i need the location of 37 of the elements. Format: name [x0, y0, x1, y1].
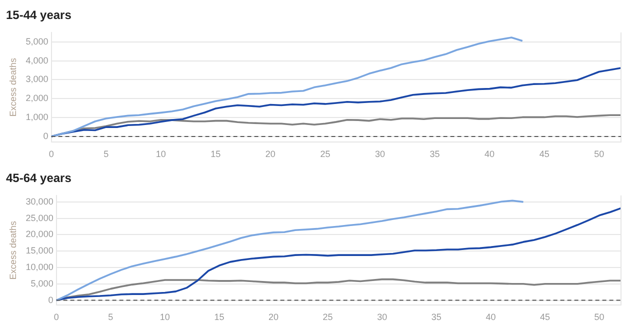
- y-tick-label: 20,000: [26, 229, 54, 240]
- y-tick-label: 15,000: [26, 246, 54, 256]
- y-tick-label: 25,000: [26, 212, 54, 223]
- x-tick-label: 50: [594, 312, 604, 322]
- y-tick-label: 5,000: [30, 278, 54, 288]
- x-tick-label: 45: [539, 149, 550, 160]
- x-tick-label: 35: [430, 149, 440, 160]
- y-axis-title: Excess deaths: [8, 220, 18, 280]
- chart-title: 45-64 years: [5, 170, 72, 187]
- x-tick-label: 30: [377, 312, 388, 322]
- y-tick-label: 1,000: [26, 112, 48, 122]
- x-tick-label: 20: [268, 312, 279, 322]
- chart-title: 15-44 years: [5, 7, 72, 24]
- x-tick-label: 5: [104, 149, 109, 160]
- y-axis-title: Excess deaths: [8, 58, 18, 117]
- x-tick-label: 40: [486, 312, 496, 322]
- x-tick-label: 50: [594, 149, 604, 160]
- y-tick-label: 5,000: [26, 36, 48, 46]
- x-tick-label: 45: [540, 312, 550, 322]
- x-tick-label: 10: [160, 312, 170, 322]
- x-tick-label: 15: [210, 149, 221, 160]
- y-tick-label: 2,000: [26, 93, 48, 104]
- x-tick-label: 25: [320, 149, 330, 160]
- x-tick-label: 15: [214, 312, 224, 322]
- y-tick-label: 4,000: [26, 55, 48, 66]
- x-tick-label: 40: [484, 149, 495, 160]
- x-tick-label: 5: [108, 312, 114, 322]
- x-tick-label: 30: [374, 149, 385, 160]
- x-tick-label: 35: [431, 312, 442, 322]
- y-tick-label: 0: [48, 294, 54, 305]
- y-tick-label: 3,000: [26, 74, 48, 84]
- y-tick-label: 10,000: [26, 262, 54, 272]
- x-tick-label: 20: [265, 149, 276, 160]
- y-tick-label: 0: [43, 131, 48, 142]
- x-tick-label: 25: [322, 312, 333, 322]
- y-tick-label: 30,000: [26, 196, 54, 206]
- x-tick-label: 10: [156, 149, 166, 160]
